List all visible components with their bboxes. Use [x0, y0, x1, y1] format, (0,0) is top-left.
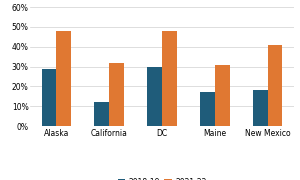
Bar	[253, 90, 268, 126]
Bar	[147, 67, 162, 126]
Legend: 2018-19, 2021-22: 2018-19, 2021-22	[115, 175, 209, 180]
Bar	[42, 69, 56, 126]
Bar	[200, 92, 215, 126]
Bar	[56, 31, 71, 126]
Bar	[215, 65, 230, 126]
Bar	[162, 31, 177, 126]
Bar	[268, 45, 282, 126]
Bar	[109, 63, 124, 126]
Bar	[94, 102, 109, 126]
